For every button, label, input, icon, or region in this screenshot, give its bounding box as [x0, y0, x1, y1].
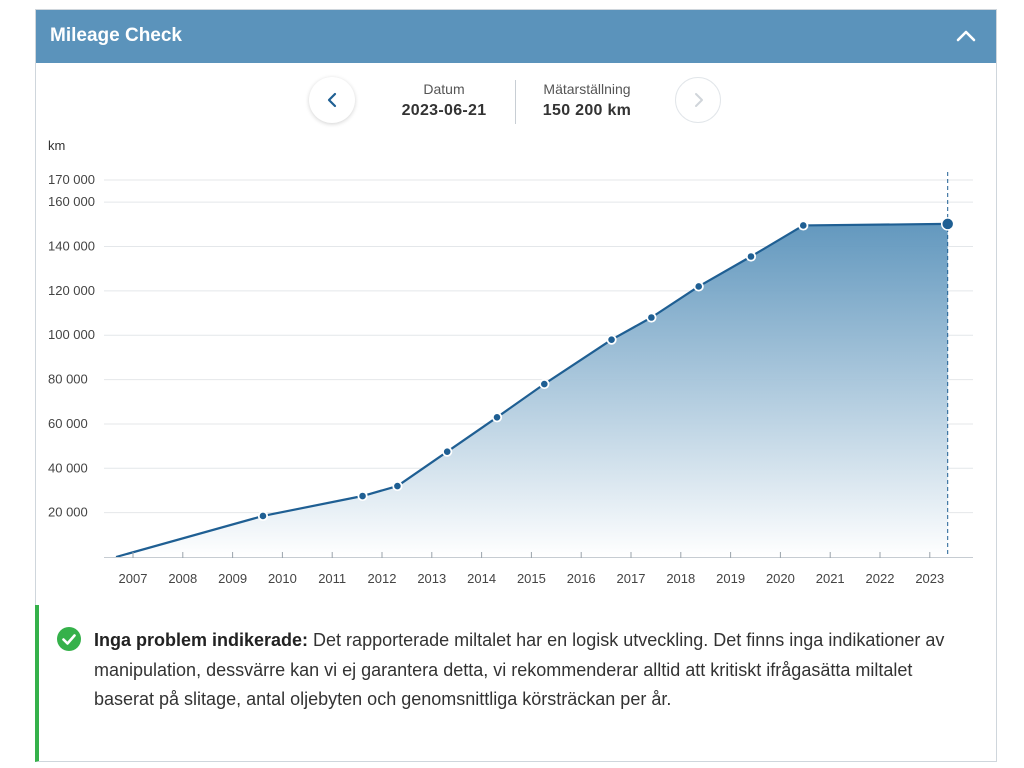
data-point[interactable] [392, 480, 403, 492]
y-tick-label: 80 000 [48, 372, 88, 387]
x-tick-label: 2018 [666, 571, 695, 586]
odometer-value: 150 200 km [542, 102, 632, 119]
x-tick-label: 2016 [567, 571, 596, 586]
notice-title: Inga problem indikerade: [94, 630, 309, 650]
data-point[interactable] [693, 281, 704, 292]
x-tick-label: 2015 [517, 571, 546, 586]
mileage-area-fill [116, 223, 948, 557]
x-tick-label: 2012 [368, 571, 397, 586]
data-point[interactable] [357, 490, 368, 502]
data-point[interactable] [491, 412, 503, 423]
y-tick-label: 140 000 [48, 239, 95, 254]
date-label: Datum [423, 81, 465, 97]
chart-x-axis: 2007 2008 2009 2010 2011 2012 2013 2014 2015 2016… [104, 552, 973, 586]
y-tick-label: 170 000 [48, 172, 95, 187]
x-tick-label: 2022 [866, 571, 895, 586]
chart-points[interactable] [257, 217, 955, 522]
x-tick-label: 2010 [268, 571, 297, 586]
status-notice: Inga problem indikerade: Det rapporterad… [35, 605, 997, 762]
x-tick-label: 2017 [617, 571, 646, 586]
collapse-button[interactable] [952, 22, 980, 50]
chart-area [115, 172, 949, 559]
data-point[interactable] [442, 446, 453, 457]
y-tick-label: 160 000 [48, 194, 95, 209]
y-tick-label: 100 000 [48, 327, 95, 342]
next-reading-button[interactable] [675, 77, 721, 123]
data-point[interactable] [606, 334, 617, 345]
chevron-left-icon [327, 92, 337, 108]
x-tick-label: 2008 [168, 571, 197, 586]
data-point[interactable] [257, 510, 269, 522]
y-tick-label: 120 000 [48, 283, 95, 298]
date-stat: Datum 2023-06-21 [394, 81, 494, 120]
y-tick-label: 40 000 [48, 460, 88, 475]
card-title: Mileage Check [50, 25, 182, 46]
selected-data-point[interactable] [940, 217, 955, 231]
x-tick-label: 2013 [417, 571, 446, 586]
mileage-chart: km 20 000 40 000 60 000 80 000 100 000 120 00… [48, 138, 973, 586]
check-circle-icon [57, 627, 81, 651]
date-value: 2023-06-21 [401, 102, 487, 119]
x-tick-label: 2020 [766, 571, 795, 586]
y-axis-unit-label: km [48, 138, 65, 153]
reading-navigator: Datum 2023-06-21 Mätarställning 150 200 … [36, 63, 996, 143]
x-tick-label: 2019 [716, 571, 745, 586]
x-tick-label: 2011 [318, 571, 346, 586]
y-tick-label: 60 000 [48, 416, 88, 431]
card-header[interactable]: Mileage Check [36, 10, 996, 63]
stat-divider [515, 80, 516, 124]
data-point[interactable] [798, 220, 809, 231]
x-tick-label: 2007 [119, 571, 148, 586]
y-tick-label: 20 000 [48, 505, 88, 520]
x-tick-label: 2023 [915, 571, 944, 586]
notice-text: Inga problem indikerade: Det rapporterad… [94, 626, 964, 715]
chevron-up-icon [956, 30, 976, 42]
odometer-stat: Mätarställning 150 200 km [531, 81, 643, 120]
x-tick-label: 2021 [816, 571, 845, 586]
data-point[interactable] [539, 378, 550, 390]
chevron-right-icon [695, 93, 703, 107]
x-tick-label: 2009 [218, 571, 247, 586]
data-point[interactable] [646, 312, 657, 323]
x-tick-label: 2014 [467, 571, 496, 586]
previous-reading-button[interactable] [309, 77, 355, 123]
notice-body: Det rapporterade miltalet har en logisk … [94, 630, 945, 709]
data-point[interactable] [745, 251, 757, 262]
odometer-label: Mätarställning [543, 81, 631, 97]
